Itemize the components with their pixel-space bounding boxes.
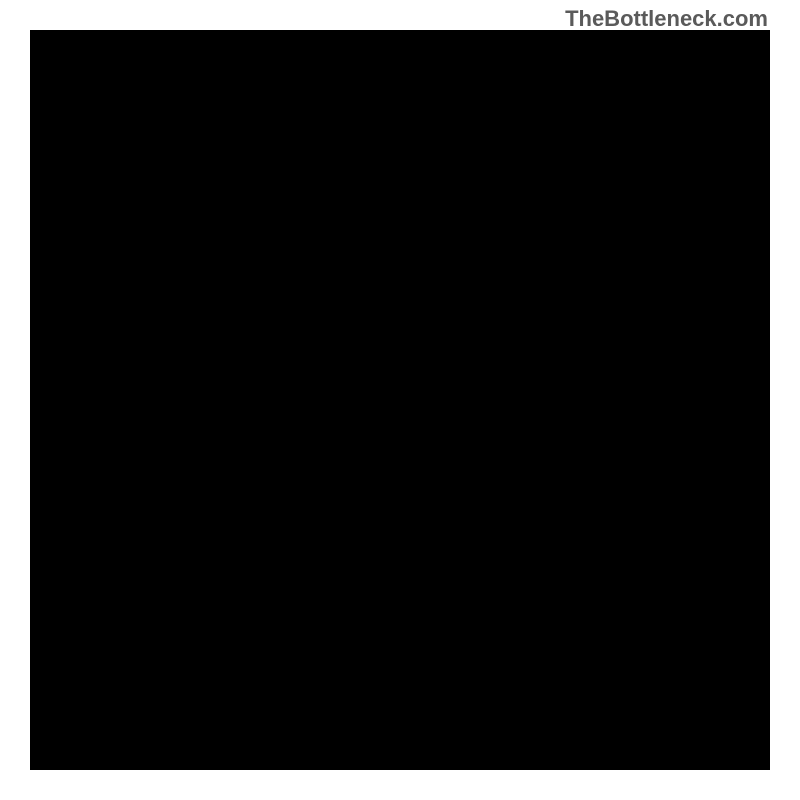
chart-container: TheBottleneck.com <box>0 0 800 800</box>
plot-area <box>42 42 758 758</box>
attribution-text: TheBottleneck.com <box>565 6 768 32</box>
heatmap-canvas <box>42 42 758 758</box>
plot-frame <box>30 30 770 770</box>
